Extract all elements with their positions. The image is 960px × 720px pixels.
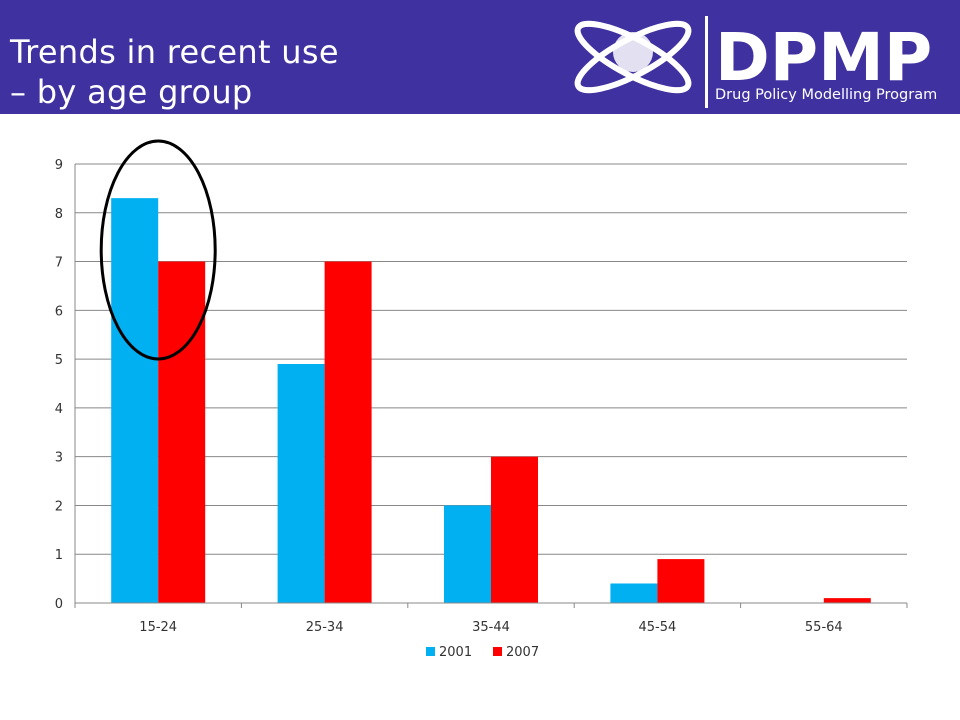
atom-orbit-icon <box>574 20 692 94</box>
legend-swatch-2007 <box>493 647 502 656</box>
y-tick-label: 6 <box>55 304 63 319</box>
x-tick-label: 15-24 <box>139 620 177 635</box>
highlight-ellipse <box>99 139 217 361</box>
x-tick-label: 25-34 <box>306 620 344 635</box>
legend-label-2007: 2007 <box>506 645 539 660</box>
slide-header: Trends in recent use – by age group DPMP… <box>0 0 960 114</box>
logo-divider <box>705 16 708 108</box>
bar-2007-45-54 <box>657 559 705 603</box>
chart-axes <box>74 164 908 608</box>
x-tick-label: 55-64 <box>805 620 843 635</box>
bar-2001-35-44 <box>444 505 491 603</box>
y-tick-label: 0 <box>55 597 63 612</box>
y-tick-label: 7 <box>55 256 63 271</box>
bar-2001-25-34 <box>277 363 325 603</box>
logo-subtitle: Drug Policy Modelling Program <box>715 87 937 103</box>
legend-label-2001: 2001 <box>439 645 472 660</box>
chart-legend: 2001 2007 <box>426 645 539 660</box>
bar-chart: 0 1 2 3 4 5 6 7 8 9 15-24 25-34 35-44 45-54 55-64 200… <box>55 139 908 660</box>
y-tick-label: 3 <box>55 451 63 466</box>
bar-2007-55-64 <box>823 598 871 603</box>
bar-2001-15-24 <box>111 198 159 603</box>
logo-wordmark: DPMP <box>715 19 932 96</box>
y-tick-label: 8 <box>55 207 63 222</box>
y-tick-label: 4 <box>55 402 63 417</box>
legend-swatch-2001 <box>426 647 435 656</box>
x-tick-label: 35-44 <box>472 620 510 635</box>
y-tick-label: 1 <box>55 548 63 563</box>
y-axis-tick-labels: 0 1 2 3 4 5 6 7 8 9 <box>55 158 63 612</box>
x-axis-tick-labels: 15-24 25-34 35-44 45-54 55-64 <box>139 620 842 635</box>
y-tick-label: 5 <box>55 353 63 368</box>
bar-2007-25-34 <box>324 261 372 603</box>
y-tick-label: 2 <box>55 499 63 514</box>
bar-2007-15-24 <box>158 261 206 603</box>
bar-2007-35-44 <box>491 456 538 603</box>
slide-title-line-1: Trends in recent use <box>10 33 339 71</box>
y-tick-label: 9 <box>55 158 63 173</box>
slide-title-line-2: – by age group <box>10 73 253 111</box>
slide-title: Trends in recent use – by age group <box>10 32 339 112</box>
dpmp-logo: DPMP Drug Policy Modelling Program <box>574 16 937 108</box>
chart-bars <box>111 198 871 603</box>
bar-2001-45-54 <box>610 583 658 603</box>
highlight-ellipse-shape <box>99 139 217 361</box>
x-tick-label: 45-54 <box>639 620 677 635</box>
